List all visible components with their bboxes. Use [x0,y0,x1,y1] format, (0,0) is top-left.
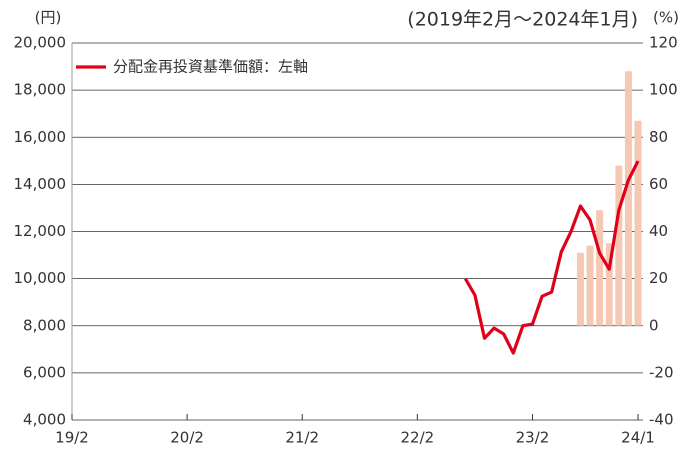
y2-tick-label: 40 [649,222,668,240]
x-tick-label: 21/2 [285,429,319,447]
y-tick-label: 8,000 [23,316,66,334]
y-tick-label: 10,000 [14,269,67,287]
y2-tick-label: -20 [649,363,674,381]
bar [615,165,623,326]
bar [605,243,613,326]
y-axis-unit: (円) [35,9,62,27]
x-tick-label: 19/2 [55,429,89,447]
y2-tick-label: 120 [649,34,678,52]
y2-tick-label: -40 [649,411,674,429]
bar [634,120,642,326]
y-tick-label: 4,000 [23,411,66,429]
y2-tick-label: 0 [649,316,659,334]
legend-label: 分配金再投資基準価額：左軸 [113,58,308,76]
y-tick-label: 12,000 [14,222,67,240]
y-tick-label: 20,000 [14,34,67,52]
bar [586,245,594,326]
y-tick-label: 18,000 [14,81,67,99]
chart-title: (2019年2月～2024年1月) [407,9,638,31]
bar [596,210,604,326]
y2-tick-label: 80 [649,128,668,146]
y-tick-label: 16,000 [14,128,67,146]
x-tick-label: 20/2 [170,429,204,447]
y2-tick-label: 100 [649,81,678,99]
x-tick-label: 23/2 [516,429,550,447]
y2-tick-label: 20 [649,269,668,287]
y2-tick-label: 60 [649,175,668,193]
bar [576,252,584,326]
x-tick-label: 24/1 [621,429,655,447]
line [463,160,640,355]
y-tick-label: 6,000 [23,363,66,381]
bar [624,71,632,326]
y2-axis-unit: (%) [653,9,679,27]
x-tick-label: 22/2 [401,429,435,447]
y-tick-label: 14,000 [14,175,67,193]
